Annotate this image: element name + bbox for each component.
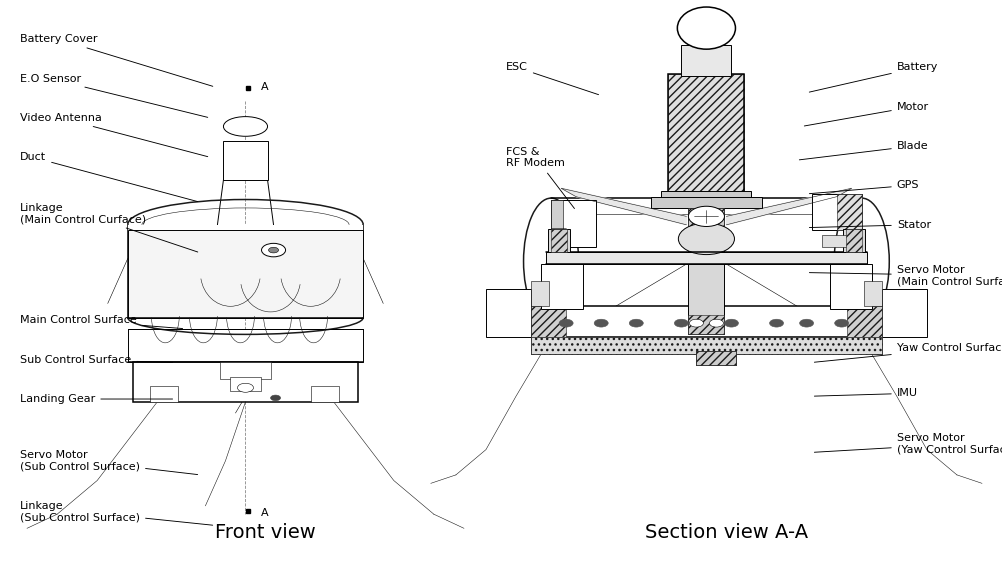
Text: Battery Cover: Battery Cover (20, 34, 212, 87)
Bar (551, 200, 596, 247)
Text: Duct: Duct (20, 152, 197, 202)
Circle shape (559, 319, 573, 327)
Bar (223, 140, 268, 180)
Bar (230, 377, 261, 391)
Polygon shape (726, 188, 852, 225)
Bar (830, 264, 872, 309)
Bar (864, 281, 882, 306)
Bar (548, 229, 570, 252)
Circle shape (835, 319, 849, 327)
Bar (150, 386, 178, 402)
Text: Servo Motor
(Main Control Surface): Servo Motor (Main Control Surface) (810, 265, 1002, 286)
Bar (688, 315, 724, 334)
Circle shape (688, 206, 724, 226)
Bar (812, 194, 862, 230)
Bar (531, 281, 549, 306)
Circle shape (689, 319, 703, 327)
Bar (668, 74, 744, 198)
Circle shape (678, 223, 734, 255)
Bar (127, 225, 363, 318)
Circle shape (269, 247, 279, 253)
Circle shape (709, 319, 723, 327)
Circle shape (770, 319, 784, 327)
Bar (882, 289, 927, 337)
Bar (531, 337, 882, 354)
Text: Motor: Motor (805, 102, 929, 126)
Bar (551, 200, 563, 247)
Text: Servo Motor
(Sub Control Surface): Servo Motor (Sub Control Surface) (20, 450, 197, 474)
Bar (127, 230, 363, 318)
Bar (846, 229, 862, 252)
Text: GPS: GPS (810, 180, 919, 194)
Text: Main Control Surface: Main Control Surface (20, 315, 182, 329)
Bar (531, 306, 882, 337)
Bar (651, 197, 762, 208)
Circle shape (594, 319, 608, 327)
Polygon shape (561, 188, 686, 225)
Text: FCS &
RF Modem: FCS & RF Modem (506, 147, 574, 209)
Text: A: A (261, 507, 269, 518)
Bar (486, 289, 531, 337)
Text: Linkage
(Sub Control Surface): Linkage (Sub Control Surface) (20, 501, 212, 525)
Ellipse shape (223, 117, 268, 136)
Bar (546, 252, 867, 264)
Circle shape (237, 383, 254, 392)
Text: Blade: Blade (800, 141, 929, 160)
Bar (822, 235, 860, 247)
Ellipse shape (834, 198, 890, 324)
Text: E.O Sensor: E.O Sensor (20, 74, 207, 117)
Bar (132, 362, 359, 402)
Text: Linkage
(Main Control Curface): Linkage (Main Control Curface) (20, 203, 197, 252)
Text: Landing Gear: Landing Gear (20, 394, 172, 404)
Circle shape (674, 319, 688, 327)
Bar (847, 306, 882, 337)
Text: Stator: Stator (810, 220, 931, 230)
Bar (127, 329, 363, 362)
Bar (661, 191, 752, 205)
Text: Front view: Front view (215, 523, 316, 542)
Bar (681, 45, 731, 76)
Circle shape (271, 395, 281, 401)
Bar (551, 229, 567, 252)
Bar (843, 229, 865, 252)
Text: Video Antenna: Video Antenna (20, 113, 207, 157)
Ellipse shape (677, 7, 735, 49)
Circle shape (724, 319, 738, 327)
Bar (696, 351, 736, 365)
Bar (531, 306, 566, 337)
Text: Servo Motor
(Yaw Control Surface): Servo Motor (Yaw Control Surface) (815, 433, 1002, 455)
Bar (531, 337, 882, 354)
Bar (541, 264, 583, 309)
Text: Sub Control Surface: Sub Control Surface (20, 355, 172, 365)
Circle shape (800, 319, 814, 327)
Text: Battery: Battery (810, 62, 938, 92)
Bar (311, 386, 339, 402)
Text: IMU: IMU (815, 388, 918, 398)
Circle shape (262, 243, 286, 257)
Bar (837, 194, 862, 230)
Text: ESC: ESC (506, 62, 598, 94)
Bar (551, 198, 862, 324)
Bar (688, 208, 724, 239)
Bar (688, 202, 724, 334)
Bar (668, 74, 744, 198)
Bar (220, 362, 271, 379)
Circle shape (629, 319, 643, 327)
Bar (696, 351, 736, 365)
Text: Yaw Control Surface: Yaw Control Surface (815, 343, 1002, 362)
Text: A: A (261, 82, 269, 92)
Ellipse shape (523, 198, 578, 324)
Text: Section view A-A: Section view A-A (645, 523, 808, 542)
